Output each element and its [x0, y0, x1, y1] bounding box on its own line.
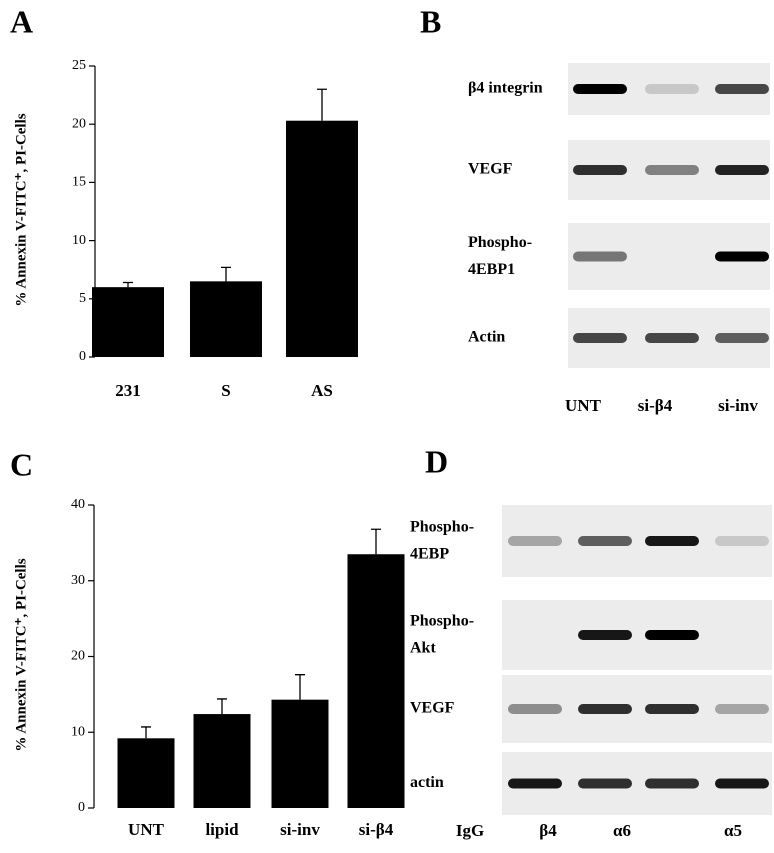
lane-label: UNT	[565, 396, 602, 415]
x-tick-label: AS	[311, 381, 333, 400]
blot-band	[715, 536, 769, 546]
lane-label: α5	[724, 821, 742, 840]
error-bar	[123, 281, 133, 288]
bar	[190, 281, 262, 357]
blot-band	[715, 778, 769, 789]
panel-letter: D	[425, 443, 448, 479]
y-tick-label: 40	[71, 497, 85, 512]
blot-band	[573, 84, 627, 94]
error-bar	[317, 88, 327, 121]
x-tick-label: UNT	[128, 820, 165, 839]
blot-row-label: Phospho-	[410, 613, 474, 630]
blot-band	[645, 536, 699, 546]
blot-band	[715, 165, 769, 175]
blot-row-label: β4 integrin	[468, 80, 543, 97]
blot-band	[578, 536, 632, 546]
blot-band	[645, 333, 699, 343]
blot-band	[715, 704, 769, 714]
blot-row-label: 4EBP	[410, 546, 449, 563]
blot-row-label: Phospho-	[410, 519, 474, 536]
x-tick-label: S	[221, 381, 230, 400]
blot-band	[645, 165, 699, 175]
blot-row-label: Actin	[468, 329, 505, 346]
y-tick-label: 0	[78, 800, 85, 815]
error-bar	[371, 528, 381, 555]
blot-row-label: VEGF	[410, 700, 455, 717]
blot-band	[645, 704, 699, 714]
bar	[193, 714, 251, 808]
blot-strip	[502, 600, 772, 670]
bar	[286, 120, 358, 357]
bar	[347, 554, 405, 808]
y-tick-label: 15	[72, 175, 86, 190]
bar	[92, 287, 164, 357]
x-tick-label: si-β4	[359, 820, 394, 839]
error-bar	[221, 266, 231, 282]
y-tick-label: 20	[72, 116, 86, 131]
bar	[117, 738, 175, 808]
x-tick-label: lipid	[205, 820, 239, 839]
blot-band	[508, 704, 562, 714]
blot-row-label: 4EBP1	[468, 261, 515, 278]
lane-label: si-β4	[638, 396, 673, 415]
blot-strip	[502, 505, 772, 577]
panel-letter: A	[10, 3, 33, 39]
blot-band	[573, 333, 627, 343]
y-tick-label: 10	[71, 724, 85, 739]
y-tick-label: 10	[72, 233, 86, 248]
blot-band	[578, 704, 632, 714]
y-axis-label: % Annexin V-FITC⁺, PI-Cells	[13, 558, 29, 751]
panel-letter: C	[10, 446, 33, 482]
blot-row-label: VEGF	[468, 161, 513, 178]
blot-strip	[502, 675, 772, 743]
blot-band	[508, 536, 562, 546]
y-tick-label: 5	[79, 291, 86, 306]
y-axis-label: % Annexin V-FITC⁺, PI-Cells	[13, 113, 29, 306]
panel-letter: B	[420, 3, 441, 39]
y-tick-label: 0	[79, 349, 86, 364]
lane-label: α6	[613, 821, 631, 840]
blot-row-label: Phospho-	[468, 234, 532, 251]
blot-row-label: Akt	[410, 640, 436, 657]
blot-band	[573, 165, 627, 175]
blot-band	[645, 630, 699, 640]
y-tick-label: 20	[71, 649, 85, 664]
lane-label: β4	[539, 821, 557, 840]
lane-label: IgG	[456, 821, 484, 840]
blot-band	[578, 778, 632, 789]
blot-band	[578, 630, 632, 640]
bar	[271, 699, 329, 808]
blot-band	[715, 251, 769, 262]
lane-label: si-inv	[718, 396, 758, 415]
error-bar	[217, 698, 227, 715]
blot-band	[645, 778, 699, 789]
blot-band	[715, 84, 769, 94]
x-tick-label: si-inv	[280, 820, 320, 839]
error-bar	[295, 674, 305, 700]
x-tick-label: 231	[115, 381, 141, 400]
y-tick-label: 25	[72, 58, 86, 73]
blot-band	[573, 251, 627, 262]
blot-band	[508, 778, 562, 789]
blot-band	[645, 84, 699, 94]
blot-band	[715, 333, 769, 343]
y-tick-label: 30	[71, 573, 85, 588]
blot-row-label: actin	[410, 774, 444, 791]
error-bar	[141, 726, 151, 739]
